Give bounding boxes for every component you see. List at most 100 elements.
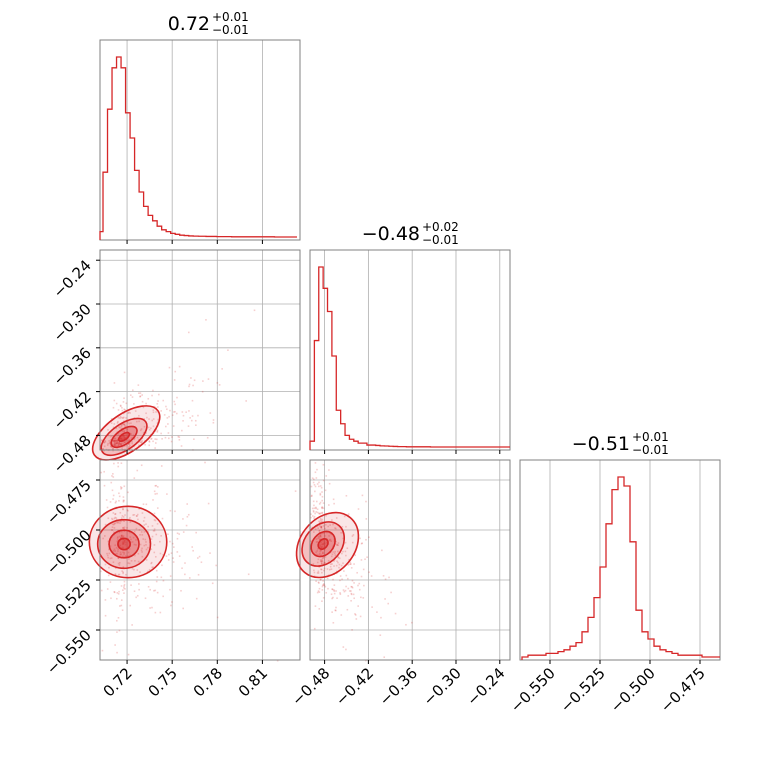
sample-point (313, 571, 316, 574)
sample-point (140, 441, 142, 443)
sample-point (154, 447, 156, 449)
sample-point (107, 442, 109, 445)
sample-point (120, 534, 123, 537)
sample-point (117, 548, 119, 550)
sample-point (347, 513, 350, 515)
sample-point (178, 533, 181, 535)
sample-point (113, 437, 116, 440)
sample-point (101, 439, 103, 442)
sample-point (120, 425, 122, 427)
sample-point (118, 442, 120, 444)
sample-point (141, 555, 144, 558)
sample-point (119, 551, 122, 554)
sample-point (117, 462, 119, 464)
histogram-panel-1 (309, 249, 511, 451)
sample-point (334, 527, 336, 529)
sample-point (162, 595, 164, 598)
sample-point (169, 575, 172, 577)
sample-point (337, 556, 340, 558)
sample-point (357, 605, 359, 607)
sample-point (320, 554, 322, 557)
sample-point (114, 567, 117, 570)
sample-point (115, 443, 117, 445)
sample-point (139, 543, 142, 546)
sample-point (168, 553, 170, 556)
sample-point (116, 422, 119, 424)
sample-point (339, 593, 342, 596)
sample-point (111, 518, 114, 521)
sample-point (125, 417, 127, 419)
sample-point (314, 512, 316, 515)
sample-point (333, 552, 336, 555)
sample-point (182, 518, 184, 520)
sample-point (140, 531, 143, 533)
sample-point (318, 512, 320, 515)
sample-point (111, 517, 113, 520)
sample-point (332, 498, 335, 501)
sample-point (322, 584, 324, 587)
sample-point (156, 486, 159, 488)
sample-point (114, 439, 116, 442)
sample-point (336, 597, 338, 599)
sample-point (318, 566, 321, 568)
sample-point (120, 435, 123, 438)
sample-point (115, 439, 118, 442)
grid-lines (126, 40, 263, 240)
sample-point (313, 507, 316, 510)
sample-point (320, 568, 323, 571)
sample-point (322, 580, 324, 582)
x-tick-label: −0.500 (607, 664, 659, 716)
sample-point (121, 416, 123, 419)
sample-point (323, 541, 326, 544)
sample-point (136, 513, 139, 516)
sample-point (321, 511, 324, 514)
x-tick-label: −0.30 (420, 664, 465, 709)
sample-point (110, 418, 113, 420)
sample-point (335, 570, 338, 573)
sample-point (129, 554, 131, 557)
sample-point (145, 523, 147, 525)
sample-point (114, 516, 117, 519)
sample-point (331, 588, 334, 591)
sample-point (360, 596, 362, 599)
sample-point (318, 530, 321, 532)
sample-point (345, 525, 347, 528)
sample-point (350, 593, 353, 596)
sample-point (336, 543, 339, 546)
sample-point (218, 384, 221, 386)
sample-point (124, 539, 126, 542)
sample-point (320, 541, 322, 544)
sample-point (319, 538, 321, 541)
sample-point (120, 535, 123, 537)
sample-point (310, 485, 313, 488)
sample-point (321, 520, 324, 523)
sample-point (169, 588, 171, 591)
sample-point (354, 614, 357, 616)
sample-point (133, 438, 136, 441)
sample-point (157, 406, 159, 408)
sample-point (109, 439, 112, 441)
sample-point (112, 561, 115, 563)
sample-point (332, 621, 335, 624)
sample-point (247, 573, 250, 576)
sample-point (341, 578, 343, 581)
sample-point (342, 562, 344, 565)
sample-point (121, 406, 123, 409)
sample-point (316, 572, 319, 574)
sample-point (348, 558, 350, 561)
sample-point (321, 552, 324, 555)
sample-point (133, 543, 136, 546)
contour-level-3 (317, 538, 329, 550)
sample-point (360, 559, 363, 561)
sample-point (322, 546, 325, 549)
sample-point (112, 406, 115, 409)
sample-point (115, 442, 118, 445)
sample-point (108, 566, 110, 569)
contour-level-1 (96, 518, 152, 570)
sample-point (354, 554, 356, 557)
sample-point (319, 534, 322, 537)
sample-point (350, 563, 352, 565)
sample-point (322, 551, 324, 554)
sample-point (112, 449, 114, 452)
contour-level-1 (301, 521, 346, 567)
